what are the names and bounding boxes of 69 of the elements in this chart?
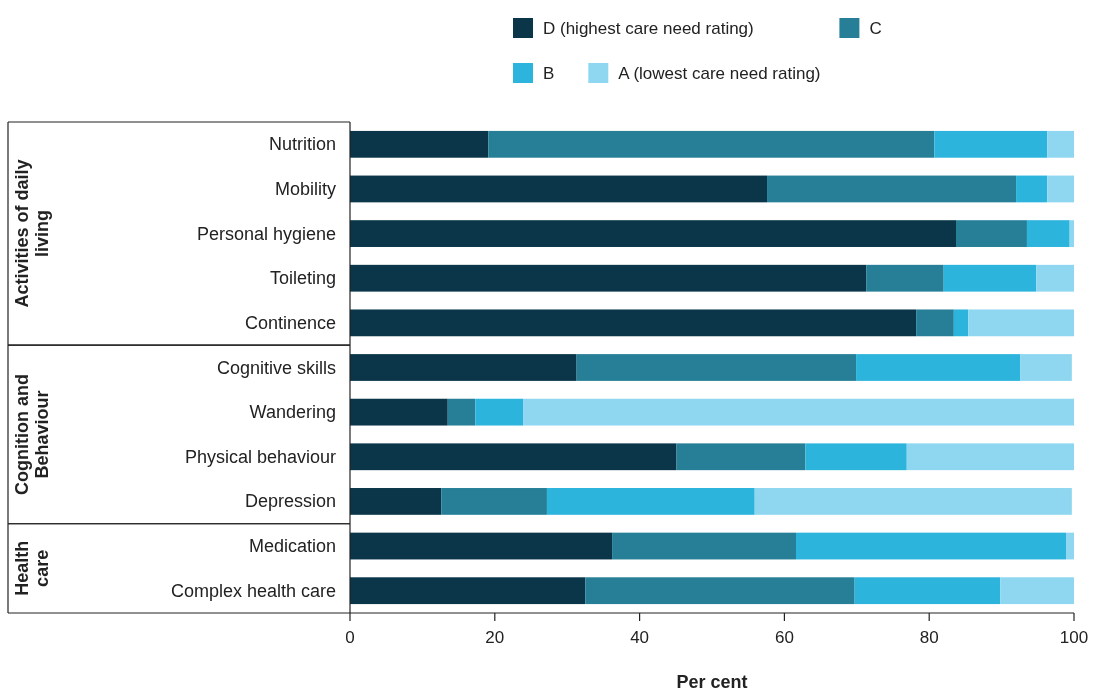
bar xyxy=(767,175,1017,203)
bar xyxy=(350,398,448,426)
bar xyxy=(916,309,954,337)
bar xyxy=(546,488,755,515)
bar xyxy=(968,309,1074,337)
bar xyxy=(953,309,969,337)
y-tick-label: Cognitive skills xyxy=(216,357,336,378)
bar xyxy=(943,264,1037,292)
y-tick-label: Mobility xyxy=(274,178,336,199)
bar xyxy=(906,443,1074,471)
bar xyxy=(1026,220,1070,247)
legend-label: B xyxy=(543,63,555,83)
legend-label: C xyxy=(869,18,882,38)
legend-label: D (highest care need rating) xyxy=(543,18,754,38)
bar xyxy=(1047,175,1074,203)
bar xyxy=(1047,130,1074,158)
x-tick-label: 60 xyxy=(774,628,794,647)
x-tick-label: 100 xyxy=(1059,628,1089,647)
bar xyxy=(856,354,1021,381)
bar xyxy=(1016,175,1048,203)
text: Activities of daily living xyxy=(12,159,52,308)
bar xyxy=(350,443,677,471)
y-tick-label: Nutrition xyxy=(268,134,336,155)
bar xyxy=(576,354,857,381)
bar xyxy=(1000,577,1074,605)
bar xyxy=(441,488,547,515)
bar xyxy=(805,443,907,471)
x-tick-label: 0 xyxy=(345,628,355,647)
text: Health care xyxy=(12,540,52,596)
bar xyxy=(955,220,1027,247)
bar xyxy=(350,264,867,292)
bar xyxy=(1066,532,1074,560)
bar xyxy=(350,577,586,605)
bar xyxy=(350,309,917,337)
bar xyxy=(1020,354,1072,381)
y-tick-label: Depression xyxy=(244,491,336,512)
bar xyxy=(350,532,613,560)
bar xyxy=(350,130,489,158)
bar xyxy=(488,130,935,158)
bar xyxy=(447,398,476,426)
bar xyxy=(754,488,1072,515)
bar xyxy=(854,577,1001,605)
bar xyxy=(585,577,855,605)
y-tick-label: Continence xyxy=(244,312,336,333)
y-tick-label: Wandering xyxy=(249,402,336,423)
y-tick-label: Complex health care xyxy=(170,580,336,601)
bar xyxy=(350,354,577,381)
bar xyxy=(866,264,944,292)
bar xyxy=(350,220,956,247)
x-tick-label: 80 xyxy=(919,628,939,647)
bar xyxy=(1069,220,1074,247)
bar xyxy=(350,488,442,515)
bar xyxy=(475,398,524,426)
y-tick-label: Personal hygiene xyxy=(196,223,336,244)
text: Cognition and Behaviour xyxy=(12,373,52,495)
bar xyxy=(676,443,806,471)
bar xyxy=(934,130,1048,158)
x-axis-title: Per cent xyxy=(676,672,748,692)
y-tick-label: Physical behaviour xyxy=(184,446,336,467)
legend-label: A (lowest care need rating) xyxy=(618,63,821,83)
y-tick-label: Toileting xyxy=(269,268,336,289)
x-tick-label: 40 xyxy=(630,628,650,647)
bar xyxy=(612,532,796,560)
bar xyxy=(350,175,768,203)
bar xyxy=(523,398,1074,426)
bar xyxy=(1036,264,1074,292)
bar xyxy=(795,532,1067,560)
x-tick-label: 20 xyxy=(485,628,505,647)
y-tick-label: Medication xyxy=(248,536,336,557)
